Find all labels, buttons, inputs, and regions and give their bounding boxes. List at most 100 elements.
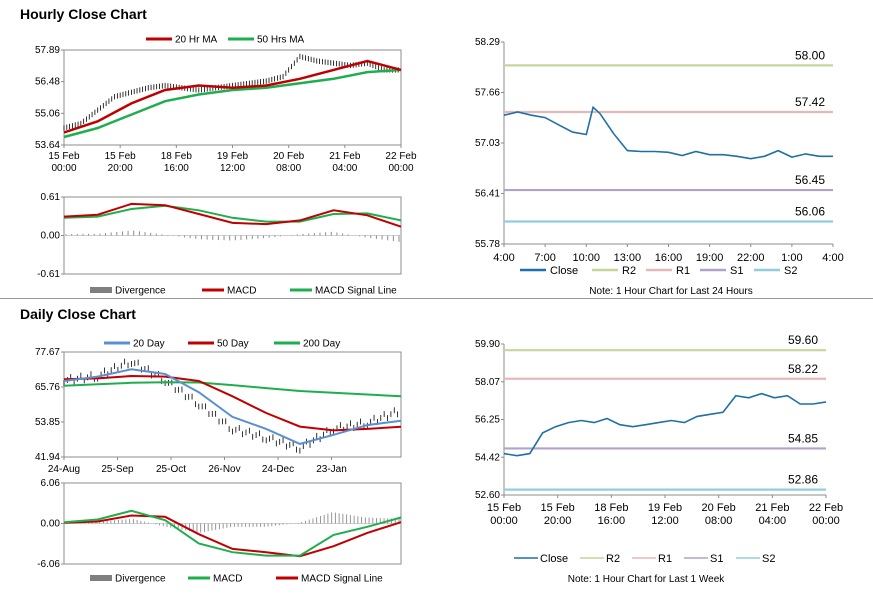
- weekly-y-tick-label: 54.42: [475, 452, 500, 463]
- intraday-legend-label: R1: [676, 265, 690, 277]
- hourly-price-y-tick-label: 53.64: [35, 140, 60, 151]
- hourly-macd-y-tick-label: 0.61: [41, 192, 61, 203]
- daily-price-x-tick-label: 24-Dec: [262, 464, 294, 475]
- intraday-level-label-s2: 56.06: [795, 204, 825, 218]
- daily-macd-legend-label: MACD Signal Line: [301, 574, 383, 585]
- intraday-legend-label: S2: [784, 265, 797, 277]
- intraday-x-tick-label: 4:00: [493, 252, 514, 264]
- hourly-20hr-ma-line: [63, 59, 402, 134]
- weekly-x-tick-label: 15 Feb: [487, 502, 521, 514]
- intraday-x-tick-label: 19:00: [696, 252, 724, 264]
- weekly-x-tick-label: 20 Feb: [702, 502, 736, 514]
- hourly-macd-legend-label: Divergence: [115, 286, 166, 297]
- daily-200-day-line: [63, 381, 402, 398]
- intraday-x-tick-label: 7:00: [534, 252, 555, 264]
- hourly-price-y-tick-label: 57.89: [35, 45, 60, 56]
- daily-50-day-line: [63, 374, 402, 432]
- weekly-level-label-s1: 54.85: [788, 431, 818, 445]
- weekly-y-tick-label: 56.25: [475, 415, 500, 426]
- daily-macd-y-tick-label: 6.06: [41, 478, 61, 489]
- daily-price-legend-label: 20 Day: [133, 339, 165, 350]
- weekly-level-label-s2: 52.86: [788, 473, 818, 487]
- intraday-note: Note: 1 Hour Chart for Last 24 Hours: [589, 286, 752, 297]
- daily-price-y-tick-label: 41.94: [35, 452, 60, 463]
- daily-macd-y-tick-label: 0.00: [41, 519, 61, 530]
- hourly-macd-y-tick-label: -0.61: [37, 269, 60, 280]
- hourly-price-x-tick-label: 15 Feb: [48, 151, 80, 162]
- daily-section-title: Daily Close Chart: [20, 306, 136, 322]
- hourly-macd-line: [63, 202, 402, 228]
- intraday-level-label-r2: 58.00: [795, 48, 825, 62]
- daily-macd-line: [63, 509, 402, 557]
- weekly-legend-label: S1: [710, 553, 723, 565]
- weekly-x-tick-label: 21 Feb: [755, 502, 789, 514]
- weekly-x-tick-label: 20:00: [544, 515, 572, 527]
- weekly-close-line: [503, 392, 827, 457]
- daily-price-x-tick-label: 25-Oct: [156, 464, 186, 475]
- weekly-level-label-r2: 59.60: [788, 333, 818, 347]
- weekly-x-tick-label: 12:00: [651, 515, 679, 527]
- daily-macd-signal-line: [63, 514, 402, 558]
- weekly-x-tick-label: 04:00: [759, 515, 787, 527]
- hourly-price-x-tick-label: 15 Feb: [105, 151, 137, 162]
- weekly-legend-label: R1: [658, 553, 672, 565]
- daily-price-y-tick-label: 65.76: [35, 382, 60, 393]
- hourly-macd-y-tick-label: 0.00: [41, 231, 61, 242]
- weekly-x-tick-label: 16:00: [598, 515, 626, 527]
- daily-price-legend-label: 50 Day: [217, 339, 249, 350]
- hourly-price-x-tick-label: 04:00: [332, 163, 357, 174]
- hourly-price-x-tick-label: 19 Feb: [217, 151, 249, 162]
- intraday-legend-label: R2: [622, 265, 636, 277]
- daily-price-y-tick-label: 77.67: [35, 347, 60, 358]
- weekly-x-tick-label: 15 Feb: [541, 502, 575, 514]
- weekly-y-tick-label: 58.07: [475, 377, 500, 388]
- hourly-price-x-tick-label: 08:00: [276, 163, 301, 174]
- weekly-x-tick-label: 00:00: [812, 515, 840, 527]
- hourly-price-y-tick-label: 55.06: [35, 108, 60, 119]
- daily-price-frame: [63, 351, 402, 458]
- weekly-legend-label: S2: [762, 553, 775, 565]
- weekly-x-tick-label: 08:00: [705, 515, 733, 527]
- intraday-level-label-s1: 56.45: [795, 173, 825, 187]
- intraday-x-tick-label: 16:00: [655, 252, 683, 264]
- daily-macd-legend-label: Divergence: [115, 574, 166, 585]
- weekly-legend-label: R2: [606, 553, 620, 565]
- daily-price-chart: 20 Day 50 Day 200 Day77.6765.7653.8541.942…: [35, 339, 402, 475]
- daily-macd-y-tick-label: -6.06: [37, 559, 60, 570]
- hourly-section-title: Hourly Close Chart: [20, 6, 147, 22]
- intraday-legend-label: S1: [730, 265, 743, 277]
- weekly-x-tick-label: 18 Feb: [594, 502, 628, 514]
- daily-price-x-tick-label: 24-Aug: [48, 464, 80, 475]
- hourly-price-x-tick-label: 20 Feb: [273, 151, 305, 162]
- daily-macd-chart: 6.06 0.00 -6.06 Divergence MACD MACD Signal L…: [37, 478, 402, 585]
- hourly-price-x-tick-label: 18 Feb: [161, 151, 193, 162]
- hourly-price-x-tick-label: 22 Feb: [385, 151, 417, 162]
- daily-price-legend-label: 200 Day: [303, 339, 340, 350]
- intraday-level-label-r1: 57.42: [795, 95, 825, 109]
- intraday-y-tick-label: 56.41: [475, 189, 500, 200]
- hourly-macd-legend-label: MACD Signal Line: [315, 286, 397, 297]
- intraday-y-tick-label: 57.03: [475, 138, 500, 149]
- hourly-price-x-tick-label: 16:00: [164, 163, 189, 174]
- weekly-x-tick-label: 22 Feb: [809, 502, 843, 514]
- daily-price-x-tick-label: 26-Nov: [208, 464, 240, 475]
- hourly-price-x-tick-label: 00:00: [388, 163, 413, 174]
- hourly-price-x-tick-label: 20:00: [108, 163, 133, 174]
- hourly-macd-legend-label: MACD: [227, 286, 256, 297]
- weekly-x-tick-label: 00:00: [490, 515, 518, 527]
- weekly-y-tick-label: 59.90: [475, 339, 500, 350]
- hourly-50hr-ma-line: [63, 68, 402, 139]
- hourly-price-chart: 20 Hr MA 50 Hrs MA57.8956.4855.0653.6415 …: [35, 35, 417, 175]
- weekly-note: Note: 1 Hour Chart for Last 1 Week: [568, 574, 726, 585]
- hourly-price-x-tick-label: 12:00: [220, 163, 245, 174]
- hourly-macd-signal-line: [63, 204, 402, 223]
- weekly-level-label-r1: 58.22: [788, 362, 818, 376]
- weekly-legend-label: Close: [540, 553, 568, 565]
- hourly-price-x-tick-label: 21 Feb: [329, 151, 361, 162]
- daily-price-y-tick-label: 53.85: [35, 417, 60, 428]
- hourly-price-y-tick-label: 56.48: [35, 77, 60, 88]
- intraday-x-tick-label: 4:00: [822, 252, 843, 264]
- intraday-y-tick-label: 57.66: [475, 88, 500, 99]
- intraday-legend-label: Close: [550, 265, 578, 277]
- daily-macd-legend-label: MACD: [213, 574, 242, 585]
